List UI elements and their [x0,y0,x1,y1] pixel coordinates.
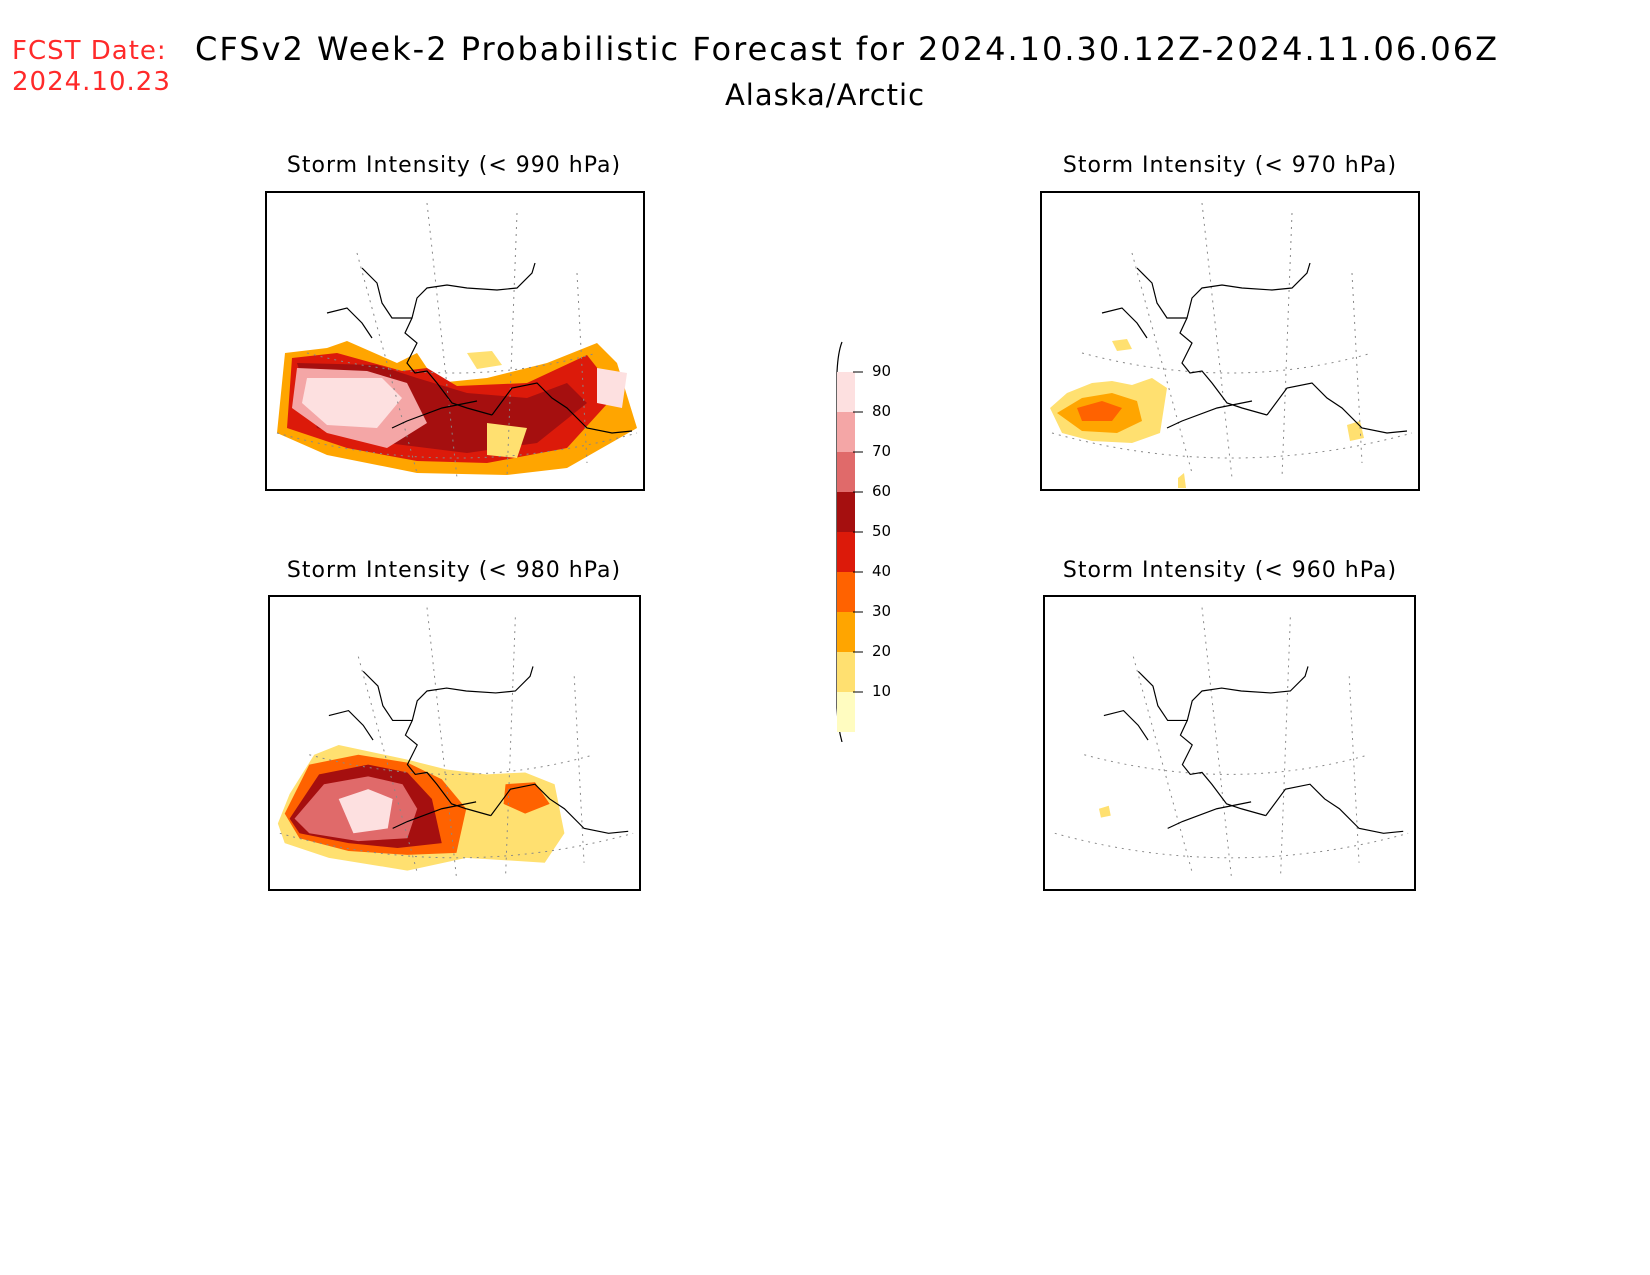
color-legend [828,332,908,743]
legend-swatch-20 [837,652,855,692]
page-title: CFSv2 Week-2 Probabilistic Forecast for … [195,30,1500,68]
coastline-960 [1103,666,1404,834]
legend-swatch-50 [837,532,855,572]
legend-label-40: 40 [872,562,892,580]
legend-label-90: 90 [872,362,892,380]
legend-label-10: 10 [872,682,892,700]
map-panel-980 [268,595,641,891]
shading-990 [277,341,637,475]
legend-swatch-10 [837,692,855,732]
coastline-980 [328,666,629,834]
map-panel-960 [1043,595,1416,891]
graticule-980 [279,607,634,878]
panel-title-960: Storm Intensity (< 960 hPa) [1062,558,1398,583]
legend-label-70: 70 [872,442,892,460]
graticule-990 [276,202,638,479]
shading-980 [277,744,565,871]
shading-960 [1098,805,1111,818]
forecast-date-label: FCST Date: [12,36,167,66]
forecast-date-block: FCST Date: 2024.10.23 [12,36,171,98]
legend-swatch-80 [837,412,855,452]
map-panel-970 [1040,191,1420,491]
graticule-970 [1051,202,1413,479]
legend-label-30: 30 [872,602,892,620]
panel-title-980: Storm Intensity (< 980 hPa) [286,558,622,583]
panel-title-970: Storm Intensity (< 970 hPa) [1062,153,1398,178]
map-panel-990 [265,191,645,491]
forecast-date-value: 2024.10.23 [12,67,171,97]
legend-swatch-30 [837,612,855,652]
legend-label-80: 80 [872,402,892,420]
legend-label-60: 60 [872,482,892,500]
legend-swatch-60 [837,492,855,532]
legend-label-50: 50 [872,522,892,540]
coastline-990 [326,262,633,434]
graticule-960 [1054,607,1409,878]
legend-swatch-70 [837,452,855,492]
shading-970 [1050,339,1364,488]
legend-swatch-40 [837,572,855,612]
panel-title-990: Storm Intensity (< 990 hPa) [286,153,622,178]
legend-label-20: 20 [872,642,892,660]
coastline-970 [1101,262,1408,434]
legend-swatch-90 [837,372,855,412]
page-subtitle: Alaska/Arctic [724,78,926,112]
